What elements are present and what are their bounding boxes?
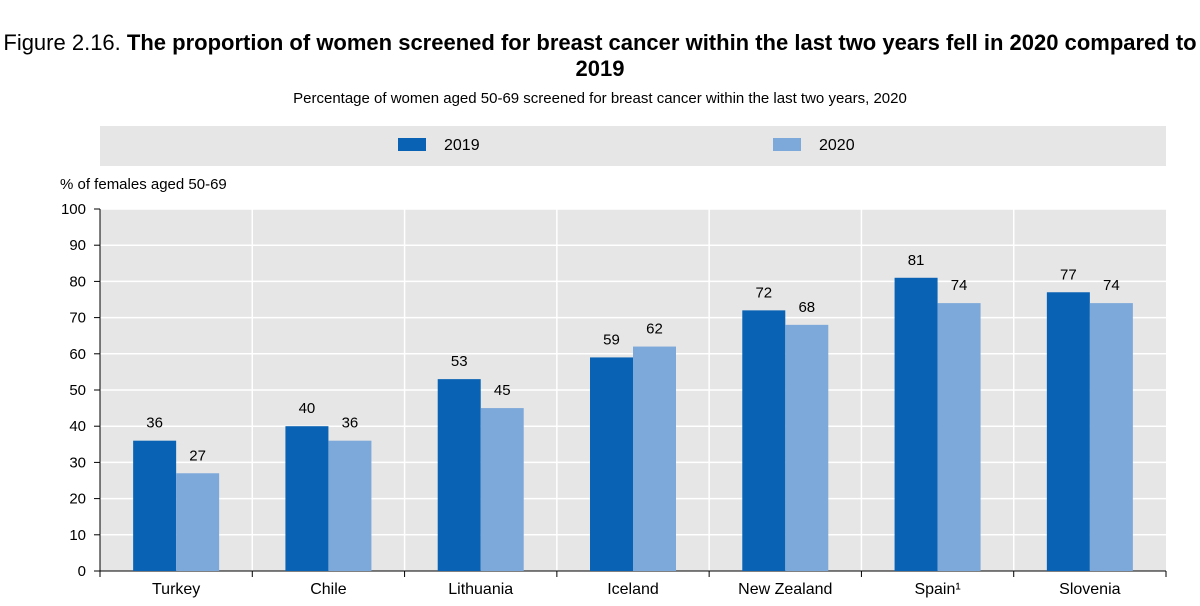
data-label-2020: 36 xyxy=(342,415,359,432)
y-tick-label: 60 xyxy=(69,346,86,363)
data-label-2019: 40 xyxy=(299,400,316,417)
figure-number: Figure 2.16. xyxy=(3,30,121,55)
bar-2019 xyxy=(894,277,938,571)
y-tick-label: 80 xyxy=(69,273,86,290)
legend-label-2019: 2019 xyxy=(444,137,480,154)
data-label-2019: 81 xyxy=(908,252,925,269)
bar-2020 xyxy=(937,303,981,571)
data-label-2020: 68 xyxy=(798,299,815,316)
y-tick-label: 100 xyxy=(61,201,86,218)
y-tick-label: 40 xyxy=(69,418,86,435)
y-tick-label: 50 xyxy=(69,382,86,399)
data-label-2020: 74 xyxy=(951,277,968,294)
x-tick-label: Iceland xyxy=(607,581,659,598)
legend-swatch-2019 xyxy=(398,138,426,151)
legend-label-2020: 2020 xyxy=(819,137,855,154)
bar-2020 xyxy=(633,346,676,571)
bar-2019 xyxy=(742,310,786,571)
y-tick-label: 30 xyxy=(69,454,86,471)
data-label-2019: 36 xyxy=(146,415,163,432)
x-tick-label: Turkey xyxy=(152,581,200,598)
data-label-2020: 27 xyxy=(189,447,206,464)
data-label-2019: 72 xyxy=(755,284,772,301)
data-label-2020: 45 xyxy=(494,382,511,399)
chart-title: Figure 2.16. The proportion of women scr… xyxy=(0,30,1200,82)
bar-2019 xyxy=(1046,292,1090,571)
legend-item-2019: 2019 xyxy=(398,138,480,154)
chart-subtitle: Percentage of women aged 50-69 screened … xyxy=(293,90,907,107)
x-tick-label: Chile xyxy=(310,581,347,598)
y-tick-label: 10 xyxy=(69,527,86,544)
data-label-2019: 53 xyxy=(451,353,468,370)
bar-2019 xyxy=(437,379,481,571)
bar-2020 xyxy=(328,440,372,571)
x-tick-label: New Zealand xyxy=(738,581,832,598)
x-tick-label: Lithuania xyxy=(448,581,513,598)
x-tick-label: Slovenia xyxy=(1059,581,1120,598)
y-tick-label: 70 xyxy=(69,310,86,327)
legend-swatch-2020 xyxy=(773,138,801,151)
bar-2020 xyxy=(1089,303,1133,571)
figure-title: The proportion of women screened for bre… xyxy=(126,30,1197,81)
data-label-2019: 77 xyxy=(1060,266,1077,283)
bar-2019 xyxy=(590,357,633,571)
legend: 2019 2020 xyxy=(100,126,1166,166)
y-axis-label: % of females aged 50-69 xyxy=(60,176,227,193)
bar-2020 xyxy=(480,408,524,571)
x-tick-label: Spain¹ xyxy=(914,581,960,598)
bar-2019 xyxy=(285,426,329,571)
bar-2020 xyxy=(176,473,220,571)
data-label-2020: 74 xyxy=(1103,277,1120,294)
legend-item-2020: 2020 xyxy=(773,138,855,154)
y-tick-label: 90 xyxy=(69,237,86,254)
data-label-2020: 62 xyxy=(646,321,663,338)
y-tick-label: 20 xyxy=(69,491,86,508)
y-tick-label: 0 xyxy=(78,563,86,580)
bar-2019 xyxy=(133,440,177,571)
bar-2020 xyxy=(785,324,829,571)
data-label-2019: 59 xyxy=(603,331,620,348)
